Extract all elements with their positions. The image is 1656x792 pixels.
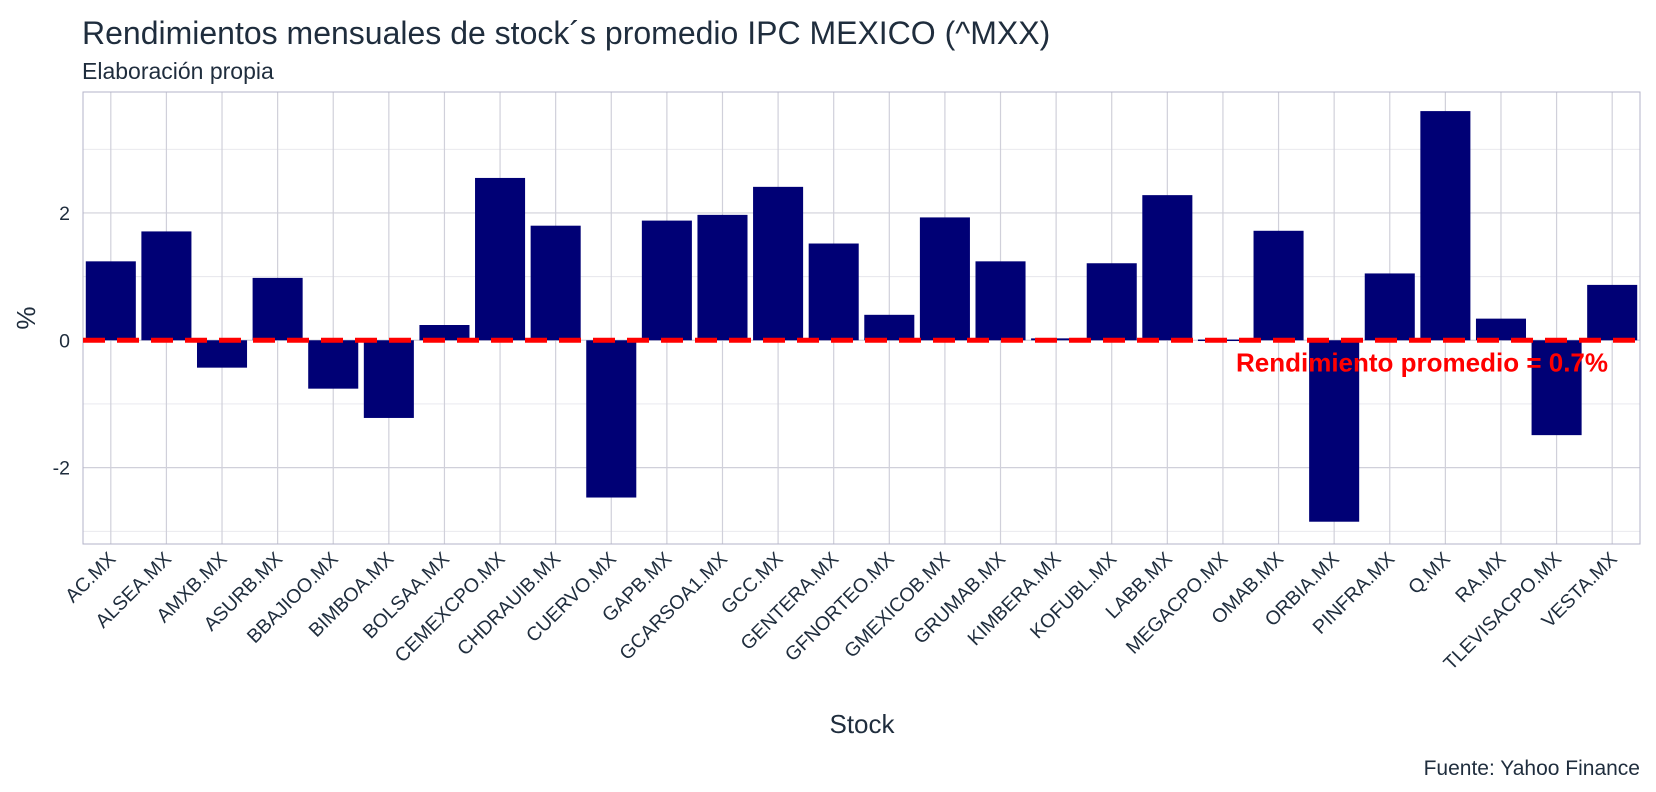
bar <box>141 231 192 341</box>
bar <box>530 225 581 341</box>
y-tick-label: 0 <box>59 330 70 352</box>
bar <box>864 314 915 341</box>
bar <box>252 277 303 341</box>
bar <box>1309 340 1360 522</box>
bar <box>1253 230 1304 341</box>
bar <box>475 177 526 341</box>
bar <box>919 217 970 341</box>
x-axis-label: Stock <box>829 709 895 739</box>
bar <box>753 186 804 341</box>
chart-title: Rendimientos mensuales de stock´s promed… <box>82 15 1050 51</box>
bar <box>363 340 414 418</box>
bar <box>196 340 248 368</box>
bar <box>1475 318 1527 341</box>
bar <box>1587 284 1638 341</box>
bar <box>419 325 470 341</box>
average-annotation: Rendimiento promedio = 0.7% <box>1236 347 1608 377</box>
bars <box>85 111 1638 522</box>
x-tick-label: GENTERA.MX <box>737 548 844 655</box>
panel-border <box>82 91 1641 545</box>
y-axis-ticks: -2 0 2 <box>53 203 70 480</box>
bar <box>1420 111 1471 341</box>
y-axis-label: % <box>11 306 41 329</box>
bar <box>975 261 1026 341</box>
bar <box>586 340 637 498</box>
bar <box>308 340 359 389</box>
y-tick-label: 2 <box>59 203 70 225</box>
bar <box>85 261 136 341</box>
y-tick-label: -2 <box>53 458 70 480</box>
chart-caption: Fuente: Yahoo Finance <box>1424 757 1640 780</box>
chart-subtitle: Elaboración propia <box>82 58 274 84</box>
bar <box>808 243 859 341</box>
bar <box>1531 340 1582 436</box>
bar <box>697 214 748 341</box>
bar <box>641 220 692 341</box>
bar <box>1142 195 1193 341</box>
x-axis-ticks: AC.MXALSEA.MXAMXB.MXASURB.MXBBAJIOO.MXBI… <box>61 548 1622 675</box>
bar <box>1364 273 1415 341</box>
bar <box>1086 263 1137 341</box>
x-tick-label: Q.MX <box>1404 548 1455 599</box>
